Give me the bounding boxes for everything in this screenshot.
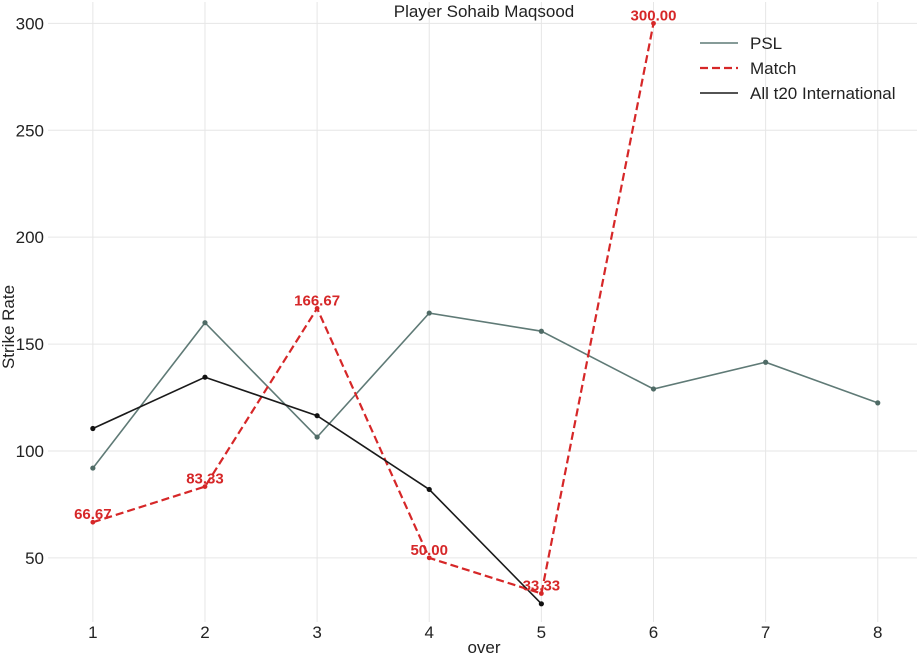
legend-item: PSL [700, 34, 782, 53]
data-point [90, 425, 96, 432]
series-line [92, 23, 655, 595]
data-point [202, 484, 208, 490]
data-point [314, 306, 320, 311]
series-all-t20-international [90, 374, 544, 607]
legend-label: PSL [750, 34, 782, 53]
y-tick-label: 300 [16, 14, 44, 33]
y-tick-label: 250 [16, 121, 44, 140]
grid [48, 2, 917, 622]
series-layer [90, 20, 881, 607]
x-tick-label: 1 [88, 623, 97, 642]
data-point [538, 601, 544, 607]
data-point [202, 374, 208, 380]
data-point [90, 519, 96, 525]
chart-title: Player Sohaib Maqsood [394, 2, 575, 21]
data-point [90, 465, 96, 471]
y-tick-label: 150 [16, 335, 44, 354]
data-label: 33.33 [523, 578, 561, 595]
data-label: 300.00 [631, 7, 677, 24]
x-tick-label: 4 [425, 623, 434, 642]
series-match [90, 20, 656, 596]
legend-item: Match [700, 59, 796, 78]
x-tick-label: 6 [649, 623, 658, 642]
y-axis-label: Strike Rate [0, 285, 18, 369]
data-label: 166.67 [294, 292, 340, 309]
data-point [875, 400, 881, 406]
legend-label: All t20 International [750, 84, 896, 103]
y-tick-label: 50 [25, 549, 44, 568]
data-point [202, 320, 208, 326]
data-label: 66.67 [74, 506, 112, 523]
x-axis-label: over [467, 638, 500, 657]
legend: PSL Match All t20 International [700, 34, 896, 103]
data-point [763, 359, 769, 365]
legend-item: All t20 International [700, 84, 896, 103]
data-point [426, 310, 432, 316]
data-point [314, 413, 320, 419]
x-tick-label: 7 [761, 623, 770, 642]
data-point [426, 555, 432, 561]
series-psl [90, 310, 881, 471]
data-point [314, 434, 320, 440]
x-axis-ticks: 1 2 3 4 5 6 7 8 [88, 623, 882, 642]
data-label: 83.33 [186, 471, 224, 488]
data-point [651, 20, 656, 26]
data-label: 50.00 [410, 542, 448, 559]
data-point [538, 591, 544, 596]
x-tick-label: 5 [537, 623, 546, 642]
legend-label: Match [750, 59, 796, 78]
data-point [650, 386, 657, 392]
x-tick-label: 2 [200, 623, 209, 642]
y-axis-ticks: 50 100 150 200 250 300 [16, 14, 44, 567]
x-tick-label: 3 [312, 623, 321, 642]
data-point [538, 328, 544, 334]
data-labels: 66.67 83.33 166.67 50.00 33.33 300.00 [74, 7, 676, 594]
y-tick-label: 200 [16, 228, 44, 247]
data-point [426, 486, 432, 493]
series-line [92, 312, 879, 469]
x-tick-label: 8 [873, 623, 882, 642]
y-tick-label: 100 [16, 442, 44, 461]
